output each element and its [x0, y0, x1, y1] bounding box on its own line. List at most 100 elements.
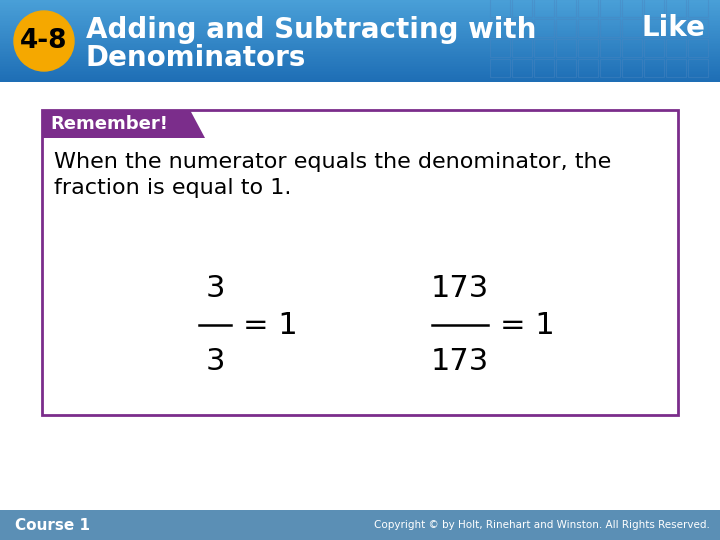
- Polygon shape: [190, 110, 205, 138]
- Text: Like: Like: [641, 14, 705, 42]
- Bar: [0, 28, 720, 30]
- Bar: [0, 40, 720, 43]
- Text: Course 1: Course 1: [15, 517, 90, 532]
- Bar: [0, 29, 720, 31]
- Bar: [578, 59, 598, 77]
- Bar: [0, 36, 720, 38]
- Bar: [0, 39, 720, 41]
- Bar: [0, 47, 720, 49]
- Bar: [0, 26, 720, 28]
- Bar: [0, 73, 720, 76]
- Bar: [0, 62, 720, 64]
- Text: = 1: = 1: [243, 310, 298, 340]
- Bar: [42, 110, 190, 138]
- Bar: [622, 0, 642, 17]
- Text: 3: 3: [205, 347, 225, 376]
- Bar: [0, 75, 720, 77]
- Text: Adding and Subtracting with: Adding and Subtracting with: [86, 16, 536, 44]
- Bar: [600, 19, 620, 37]
- Text: 4-8: 4-8: [20, 28, 68, 54]
- Bar: [0, 64, 720, 65]
- Bar: [644, 39, 664, 57]
- Bar: [0, 60, 720, 62]
- Bar: [534, 39, 554, 57]
- Text: 173: 173: [431, 274, 489, 303]
- Bar: [0, 1, 720, 3]
- Text: fraction is equal to 1.: fraction is equal to 1.: [54, 178, 292, 198]
- Text: Denominators: Denominators: [86, 44, 307, 72]
- Bar: [0, 69, 720, 71]
- Bar: [0, 44, 720, 46]
- Bar: [0, 21, 720, 23]
- Bar: [0, 55, 720, 57]
- Bar: [666, 0, 686, 17]
- Bar: [490, 19, 510, 37]
- Bar: [512, 19, 532, 37]
- Bar: [512, 59, 532, 77]
- Bar: [0, 8, 720, 10]
- Bar: [556, 0, 576, 17]
- Bar: [556, 19, 576, 37]
- Bar: [0, 4, 720, 6]
- Bar: [0, 34, 720, 36]
- Text: 173: 173: [431, 347, 489, 376]
- Bar: [534, 0, 554, 17]
- Bar: [512, 0, 532, 17]
- Bar: [0, 37, 720, 39]
- Bar: [688, 0, 708, 17]
- Bar: [0, 50, 720, 52]
- Bar: [688, 19, 708, 37]
- Bar: [578, 19, 598, 37]
- Bar: [666, 39, 686, 57]
- Bar: [0, 53, 720, 56]
- Bar: [0, 58, 720, 60]
- Bar: [644, 0, 664, 17]
- Bar: [512, 39, 532, 57]
- Bar: [0, 31, 720, 33]
- Bar: [0, 72, 720, 74]
- Bar: [622, 39, 642, 57]
- Bar: [666, 59, 686, 77]
- Bar: [0, 6, 720, 8]
- Bar: [0, 24, 720, 26]
- Bar: [622, 19, 642, 37]
- Bar: [0, 45, 720, 48]
- Bar: [534, 19, 554, 37]
- Bar: [578, 0, 598, 17]
- Bar: [666, 19, 686, 37]
- Bar: [0, 23, 720, 25]
- Bar: [0, 510, 720, 540]
- Bar: [0, 67, 720, 69]
- Bar: [0, 57, 720, 59]
- Bar: [42, 110, 678, 415]
- Bar: [578, 39, 598, 57]
- Bar: [0, 42, 720, 44]
- Bar: [0, 3, 720, 5]
- Circle shape: [14, 11, 74, 71]
- Text: = 1: = 1: [500, 310, 554, 340]
- Bar: [0, 32, 720, 35]
- Bar: [0, 14, 720, 16]
- Bar: [490, 0, 510, 17]
- Bar: [0, 11, 720, 13]
- Bar: [0, 16, 720, 18]
- Bar: [622, 59, 642, 77]
- Text: Remember!: Remember!: [50, 115, 168, 133]
- Text: Copyright © by Holt, Rinehart and Winston. All Rights Reserved.: Copyright © by Holt, Rinehart and Winsto…: [374, 520, 710, 530]
- Bar: [534, 59, 554, 77]
- Bar: [600, 0, 620, 17]
- Bar: [556, 59, 576, 77]
- Bar: [600, 59, 620, 77]
- Bar: [600, 39, 620, 57]
- Bar: [556, 39, 576, 57]
- Bar: [490, 59, 510, 77]
- Bar: [0, 12, 720, 15]
- Bar: [0, 9, 720, 11]
- Bar: [0, 52, 720, 54]
- Bar: [0, 19, 720, 21]
- Bar: [490, 39, 510, 57]
- Bar: [688, 59, 708, 77]
- Text: When the numerator equals the denominator, the: When the numerator equals the denominato…: [54, 152, 611, 172]
- Bar: [688, 39, 708, 57]
- Text: 3: 3: [205, 274, 225, 303]
